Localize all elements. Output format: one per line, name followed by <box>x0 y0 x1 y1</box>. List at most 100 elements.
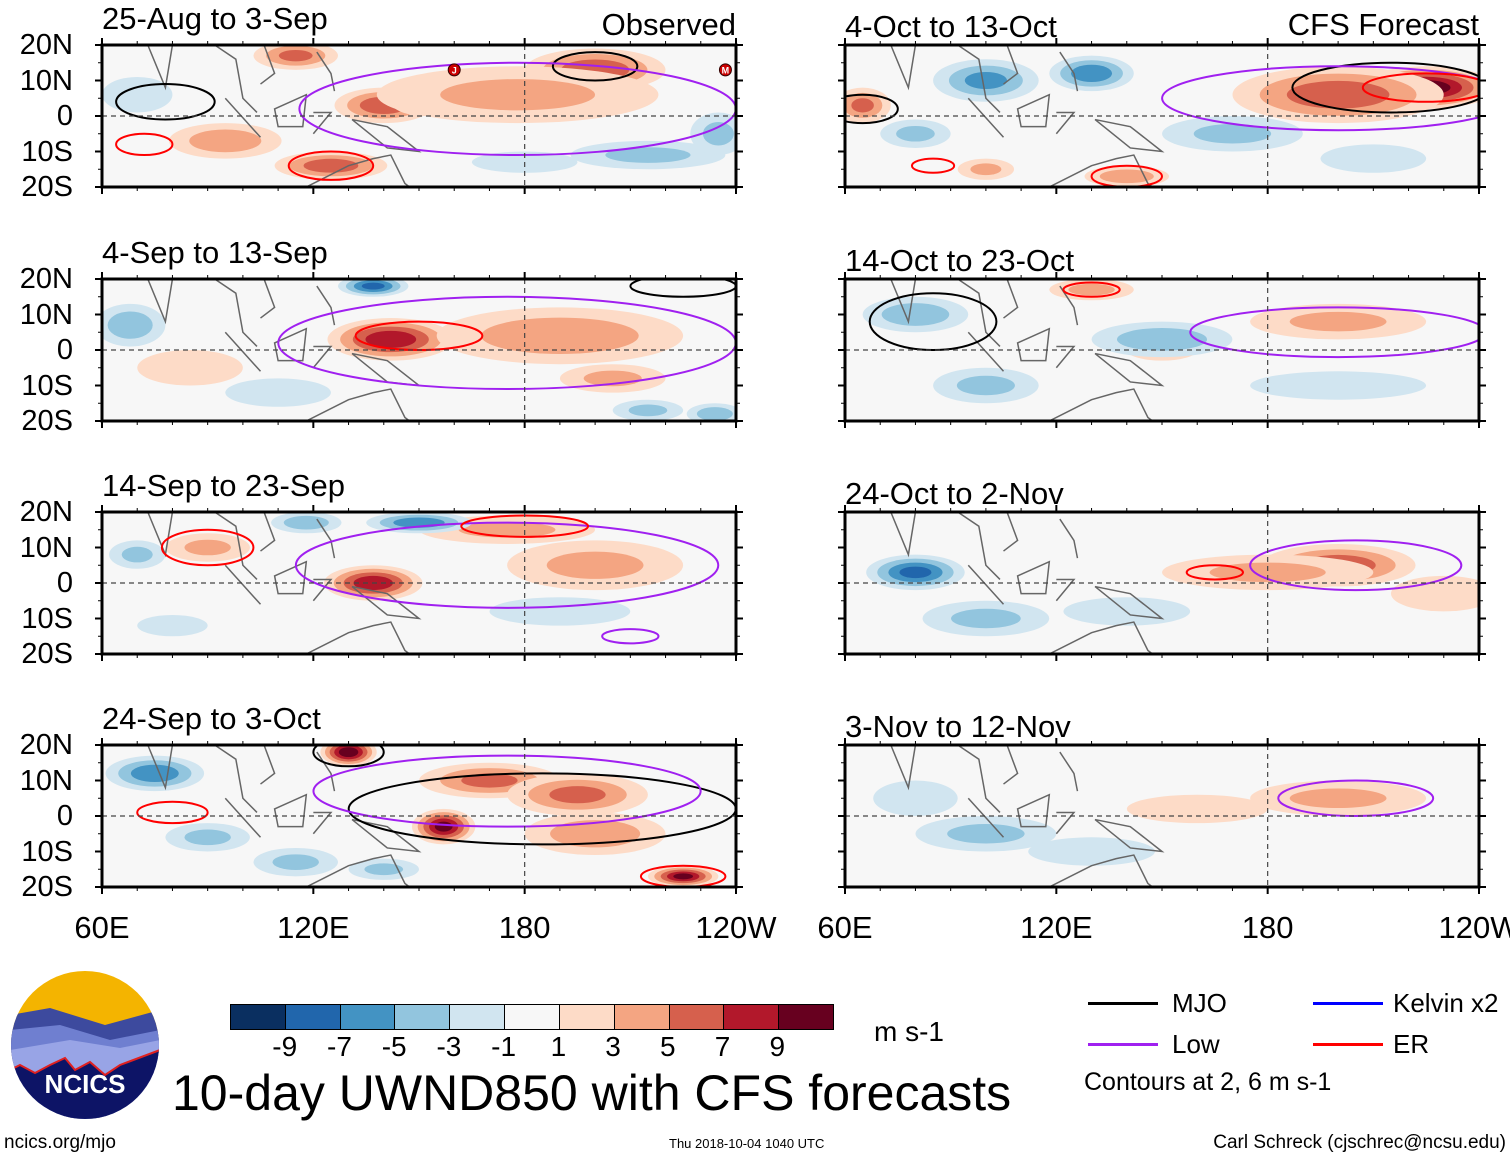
anomaly-region <box>434 821 453 832</box>
lon-label: 120E <box>1020 910 1093 945</box>
lat-label: 0 <box>56 100 73 132</box>
colorbar-tick-label: -7 <box>327 1031 352 1062</box>
panel-title: 25-Aug to 3-Sep <box>102 1 328 36</box>
er-contour <box>1062 281 1121 298</box>
anomaly-region <box>461 773 518 788</box>
panel-title: 14-Sep to 23-Sep <box>102 468 346 503</box>
ncics-logo: NCICS <box>11 971 159 1119</box>
legend-mjo-label: MJO <box>1172 988 1227 1018</box>
low-contour <box>1277 779 1435 817</box>
lat-label: 10N <box>19 531 73 564</box>
er-contour <box>639 864 727 887</box>
credit: Carl Schreck (cjschrec@ncsu.edu) <box>1213 1132 1506 1153</box>
colorbar-tick-label: 9 <box>769 1031 786 1062</box>
anomaly-region <box>1320 144 1427 173</box>
panel-tag: Observed <box>601 7 736 42</box>
anomaly-region <box>673 873 694 880</box>
anomaly-region <box>1071 64 1113 83</box>
map-panel <box>838 38 1486 194</box>
panel-title: 4-Sep to 13-Sep <box>102 235 328 270</box>
mjo-contour <box>115 83 216 121</box>
lon-label: 180 <box>1241 910 1294 945</box>
colorbar-tick-label: -5 <box>381 1031 407 1062</box>
anomaly-region <box>696 407 733 421</box>
er-contour <box>115 132 174 157</box>
er-contour <box>1185 564 1244 581</box>
colorbar-tick-label: -9 <box>272 1031 298 1062</box>
anomaly-region <box>628 404 668 417</box>
er-contour <box>1361 72 1479 103</box>
low-contour <box>312 754 702 828</box>
anomaly-region <box>1209 562 1326 583</box>
lat-label: 10S <box>21 835 73 868</box>
colorbar-swatch <box>449 1005 505 1029</box>
map-panel <box>838 505 1486 661</box>
lat-label: 20S <box>21 638 73 670</box>
map-panel <box>838 738 1486 894</box>
er-contour <box>1090 164 1163 187</box>
low-contour <box>1249 539 1463 592</box>
legend-kelvin-line <box>1313 1002 1383 1005</box>
colorbar-swatch <box>394 1005 450 1029</box>
main-title: 10-day UWND850 with CFS forecasts <box>172 1065 1012 1121</box>
lat-label: 10S <box>21 602 73 635</box>
lon-label: 60E <box>817 910 873 945</box>
anomaly-region <box>956 375 1015 396</box>
anomaly-region <box>1116 327 1208 351</box>
url-text[interactable]: ncics.org/mjo <box>4 1132 116 1153</box>
lat-label: 20N <box>19 496 73 528</box>
panel-title: 14-Oct to 23-Oct <box>845 243 1075 278</box>
coastline <box>890 279 1165 421</box>
coastline <box>147 745 422 887</box>
colorbar-units: m s-1 <box>874 1016 944 1047</box>
panel-title: 24-Sep to 3-Oct <box>102 701 321 736</box>
er-contour <box>910 157 956 174</box>
anomaly-region <box>851 98 874 113</box>
anomaly-region <box>1250 371 1427 400</box>
anomaly-region <box>440 79 596 111</box>
low-contour <box>1161 65 1479 132</box>
lat-label: 0 <box>56 334 73 366</box>
anomaly-region <box>1193 123 1272 144</box>
anomaly-region <box>951 608 1021 629</box>
colorbar-swatch <box>668 1005 724 1029</box>
colorbar-swatch <box>723 1005 779 1029</box>
anomaly-region <box>278 49 313 62</box>
er-contour <box>136 800 209 825</box>
mjo-contour <box>845 93 899 125</box>
anomaly-region <box>365 330 417 348</box>
colorbar-swatch <box>339 1005 395 1029</box>
anomaly-region <box>184 539 231 556</box>
colorbar-tick-label: 5 <box>660 1031 676 1062</box>
mjo-contour <box>312 745 385 768</box>
lat-label: 20S <box>21 405 73 437</box>
svg-text:NCICS: NCICS <box>45 1069 126 1099</box>
anomaly-region <box>546 551 644 579</box>
anomaly-region <box>896 125 935 142</box>
timestamp: Thu 2018-10-04 1040 UTC <box>669 1136 825 1151</box>
anomaly-region <box>137 350 243 386</box>
lat-label: 20S <box>21 171 73 203</box>
colorbar-swatch <box>284 1005 340 1029</box>
anomaly-region <box>121 546 153 563</box>
coastline <box>890 45 1165 187</box>
colorbar-swatch <box>504 1005 559 1029</box>
anomaly-region <box>137 614 208 637</box>
anomaly-region <box>107 311 153 339</box>
storm-label: M <box>722 65 730 75</box>
anomaly-region <box>881 303 950 326</box>
lat-label: 20N <box>19 29 73 61</box>
anomaly-region <box>1390 575 1479 612</box>
er-contour <box>160 528 255 567</box>
mjo-contour <box>1291 61 1479 114</box>
anomaly-region <box>1068 283 1115 296</box>
coastline <box>890 512 1165 654</box>
legend-er-label: ER <box>1393 1029 1430 1059</box>
low-contour <box>294 521 720 609</box>
lat-label: 0 <box>56 567 73 599</box>
lat-label: 0 <box>56 800 73 832</box>
colorbar-tick-label: 7 <box>714 1031 731 1062</box>
anomaly-region <box>338 747 359 758</box>
anomaly-region <box>130 764 179 783</box>
